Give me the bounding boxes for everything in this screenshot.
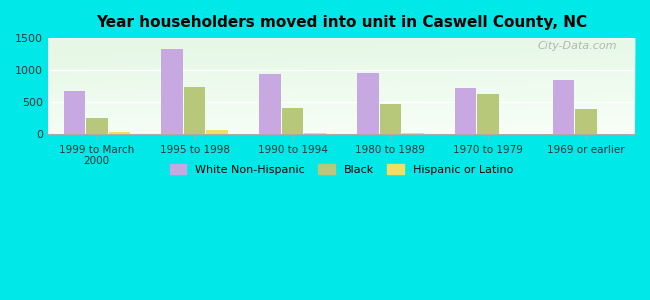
Bar: [64, 92, 85, 134]
Bar: [304, 133, 326, 134]
Bar: [455, 88, 476, 134]
Bar: [380, 103, 401, 134]
Bar: [575, 109, 597, 134]
Legend: White Non-Hispanic, Black, Hispanic or Latino: White Non-Hispanic, Black, Hispanic or L…: [165, 159, 518, 179]
Bar: [259, 74, 281, 134]
Bar: [109, 132, 130, 134]
Bar: [281, 108, 304, 134]
Bar: [552, 80, 575, 134]
Text: City-Data.com: City-Data.com: [538, 41, 617, 51]
Bar: [184, 87, 205, 134]
Bar: [357, 73, 378, 134]
Bar: [478, 94, 499, 134]
Bar: [207, 130, 228, 134]
Bar: [161, 49, 183, 134]
Title: Year householders moved into unit in Caswell County, NC: Year householders moved into unit in Cas…: [96, 15, 587, 30]
Bar: [86, 118, 107, 134]
